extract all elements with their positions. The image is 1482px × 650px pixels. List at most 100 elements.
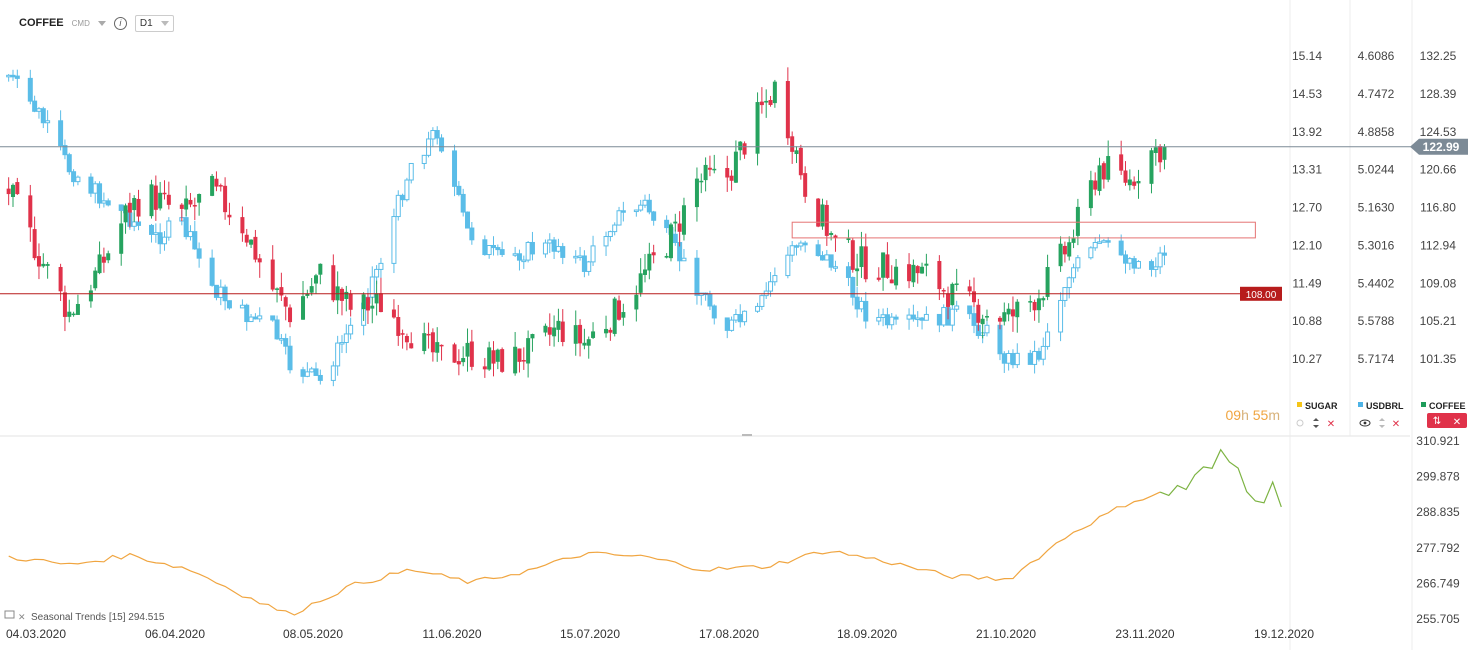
coffee-candle <box>664 253 669 259</box>
usdbrl-visibility-icon <box>1359 419 1371 427</box>
usdbrl-candle <box>858 297 864 313</box>
coffee-candle <box>894 258 899 290</box>
coffee-candle <box>75 294 80 315</box>
coffee-candle <box>257 254 262 278</box>
usdbrl-candle <box>573 250 579 264</box>
timeframe-value: D1 <box>139 17 153 29</box>
coffee-candle <box>971 277 976 308</box>
usdbrl-candle <box>456 181 462 197</box>
usdbrl-candle <box>88 173 94 198</box>
coffee-candle <box>1002 302 1007 326</box>
coffee-candle <box>543 323 548 337</box>
coffee-candle <box>1132 176 1137 190</box>
seasonal-axis-tick: 266.749 <box>1416 576 1460 590</box>
coffee-candle <box>816 198 821 228</box>
usdbrl-candle <box>304 362 310 378</box>
coffee-candle <box>309 278 314 296</box>
usdbrl-candle <box>1157 246 1163 275</box>
coffee-candle <box>885 242 890 279</box>
usdbrl-candle <box>555 238 561 253</box>
usdbrl-axis-tick: 5.4402 <box>1358 276 1395 290</box>
coffee-candle <box>214 171 219 192</box>
coffee-candle <box>634 285 639 322</box>
level-label-bg <box>1240 286 1282 301</box>
x-axis-tick: 18.09.2020 <box>837 627 897 641</box>
info-icon[interactable]: i <box>113 16 127 30</box>
x-axis-tick: 11.06.2020 <box>422 627 481 641</box>
indicator-close-icon: ✕ <box>18 612 26 622</box>
usdbrl-candle <box>1135 260 1141 269</box>
usdbrl-axis-tick: 4.6086 <box>1358 49 1395 63</box>
coffee-candle <box>798 144 803 180</box>
usdbrl-candle <box>798 240 804 251</box>
seasonal-axis-tick: 277.792 <box>1416 541 1460 555</box>
usdbrl-candle <box>984 319 990 337</box>
coffee-candle <box>461 346 466 367</box>
coffee-candle <box>1088 170 1093 216</box>
coffee-candle <box>301 281 306 320</box>
usdbrl-candle <box>915 311 921 327</box>
usdbrl-candle <box>1058 292 1064 342</box>
coffee-candle <box>166 181 171 210</box>
coffee-candle <box>881 252 886 291</box>
coffee-candle <box>608 327 613 341</box>
coffee-axis-tick: 116.80 <box>1420 201 1456 215</box>
sugar-axis-tick: 11.49 <box>1292 276 1321 290</box>
usdbrl-candle <box>772 267 778 286</box>
usdbrl-reorder-icon <box>1379 418 1385 428</box>
coffee-candle <box>71 311 76 317</box>
coffee-candle <box>526 330 531 378</box>
coffee-candle <box>1162 144 1167 170</box>
sugar-reorder-icon <box>1313 418 1319 428</box>
coffee-candle <box>426 322 431 349</box>
coffee-candle <box>435 327 440 362</box>
coffee-candle <box>67 299 72 323</box>
symbol-dropdown-icon[interactable] <box>97 20 106 26</box>
coffee-candle <box>45 261 50 279</box>
usdbrl-candle <box>1127 257 1133 271</box>
usdbrl-candle <box>603 231 609 256</box>
seasonal-line-past <box>8 491 1161 616</box>
usdbrl-candle <box>516 249 522 271</box>
sugar-axis-tick: 15.14 <box>1292 49 1322 63</box>
usdbrl-candle <box>161 231 167 251</box>
coffee-candle <box>452 342 457 363</box>
coffee-candle <box>790 131 795 164</box>
coffee-candle <box>1015 299 1020 333</box>
coffee-axis-tick: 124.53 <box>1420 125 1457 139</box>
coffee-candle <box>500 347 505 373</box>
coffee-candle <box>643 254 647 283</box>
seasonal-axis-tick: 288.835 <box>1416 505 1460 519</box>
usdbrl-candle <box>910 304 916 322</box>
coffee-candle <box>651 244 656 264</box>
coffee-candle <box>430 328 435 362</box>
seasonal-axis-tick: 255.705 <box>1416 612 1460 626</box>
chart-header: COFFEE CMD i D1 <box>19 13 174 33</box>
usdbrl-candle <box>1153 257 1159 278</box>
usdbrl-candle <box>490 236 496 256</box>
coffee-candle <box>677 211 682 247</box>
x-axis-tick: 15.07.2020 <box>560 627 620 641</box>
coffee-candle <box>794 146 799 164</box>
usdbrl-candle <box>1066 276 1072 299</box>
coffee-candle <box>984 309 989 321</box>
usdbrl-candle <box>1045 323 1051 350</box>
usdbrl-candle <box>27 69 33 105</box>
usdbrl-candle <box>815 239 821 257</box>
coffee-candle <box>937 255 942 301</box>
coffee-candle <box>482 357 487 378</box>
coffee-candle <box>58 263 63 302</box>
coffee-candle <box>1097 157 1102 196</box>
usdbrl-candle <box>426 131 432 158</box>
coffee-candle <box>889 265 894 284</box>
usdbrl-candle <box>309 366 315 373</box>
coffee-candle <box>331 254 336 303</box>
usdbrl-candle <box>283 333 289 355</box>
usdbrl-candle <box>681 249 687 262</box>
coffee-candle <box>1045 254 1050 301</box>
usdbrl-candle <box>733 309 739 323</box>
timeframe-select[interactable]: D1 <box>134 14 174 32</box>
symbol-name[interactable]: COFFEE <box>19 17 64 29</box>
coffee-candle <box>924 253 929 277</box>
